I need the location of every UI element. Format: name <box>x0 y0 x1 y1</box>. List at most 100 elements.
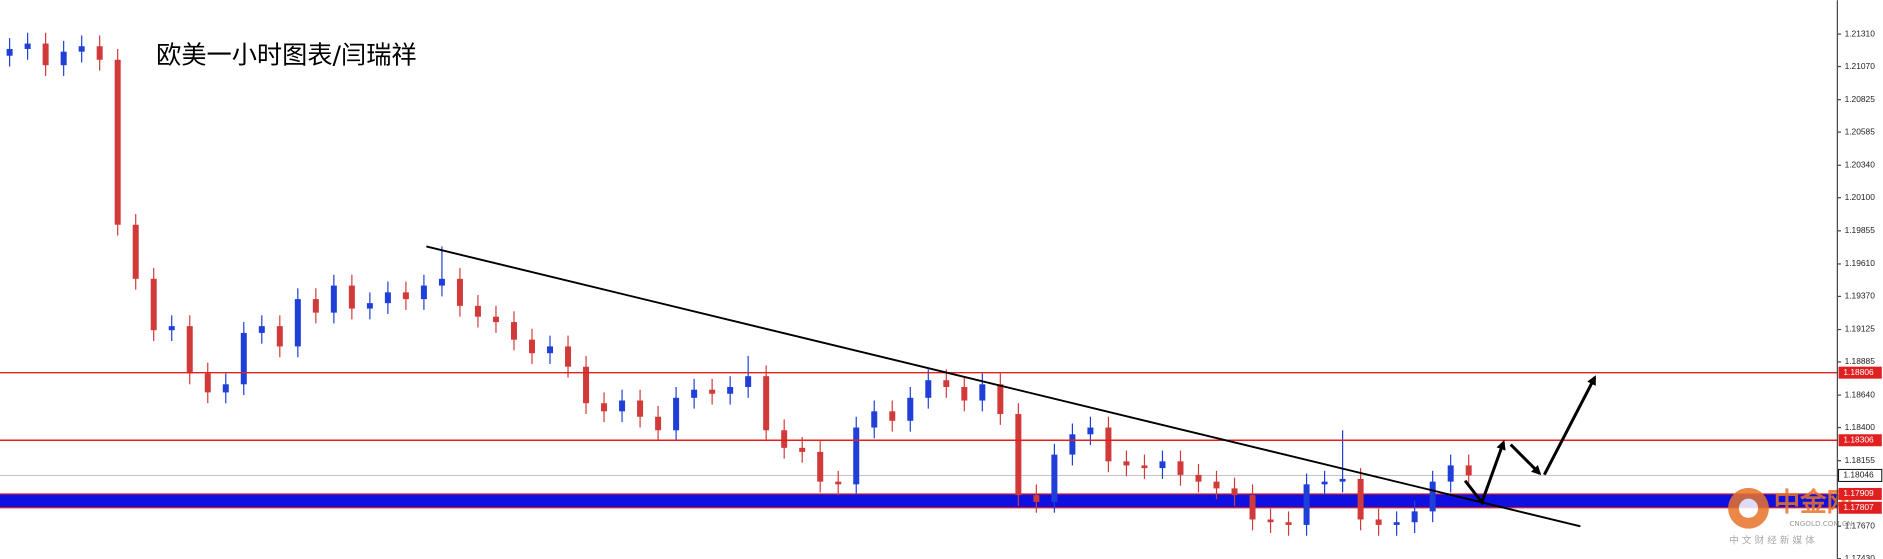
candle-body <box>1141 465 1148 469</box>
candle-body <box>1087 427 1094 435</box>
candle-body <box>1213 481 1220 489</box>
candle-body <box>619 400 626 412</box>
y-tick-label: 1.18155 <box>1845 455 1876 465</box>
candle-body <box>1321 481 1328 485</box>
candle-body <box>547 346 554 354</box>
candle-body <box>132 224 139 279</box>
candle-body <box>60 51 67 66</box>
level-tag <box>1838 434 1882 447</box>
candle-body <box>655 416 662 431</box>
y-tick-label: 1.20100 <box>1845 192 1876 202</box>
candle-body <box>474 305 481 317</box>
y-tick-label: 1.20825 <box>1845 94 1876 104</box>
band-label: 1.17807 <box>1843 502 1874 512</box>
y-tick-label: 1.19370 <box>1845 291 1876 301</box>
candle-body <box>204 373 211 393</box>
candle-body <box>1123 461 1130 466</box>
candle-body <box>1339 478 1346 482</box>
candle-body <box>330 285 337 313</box>
candle-body <box>384 292 391 304</box>
candle-body <box>6 48 13 56</box>
candle-body <box>907 397 914 421</box>
candle-body <box>510 322 517 340</box>
candle-body <box>1411 511 1418 523</box>
candle-body <box>258 326 265 333</box>
candle-body <box>312 299 319 313</box>
band-label: 1.17909 <box>1843 488 1874 498</box>
candle-body <box>528 339 535 354</box>
candle-body <box>601 403 608 412</box>
trend-line <box>426 245 1581 528</box>
candle-body <box>1177 461 1184 475</box>
candle-body <box>1285 522 1292 525</box>
candle-body <box>997 384 1004 415</box>
candle-body <box>781 430 788 448</box>
candle-body <box>276 326 283 347</box>
candle-body <box>96 46 103 60</box>
forecast-arrow <box>1543 375 1597 476</box>
candle-body <box>835 481 842 485</box>
candle-body <box>1015 414 1022 496</box>
candle-body <box>799 447 806 452</box>
y-tick-label: 1.18640 <box>1845 389 1876 399</box>
y-tick-label: 1.17670 <box>1845 520 1876 530</box>
y-axis-labels: 1.21310 1.21070 1.20825 1.20585 1.20340 1.201… <box>1837 28 1883 559</box>
candle-body <box>1231 488 1238 496</box>
watermark-tagline: 中 文 财 经 新 媒 体 <box>1729 535 1815 547</box>
candle-body <box>1069 434 1076 455</box>
candle-body <box>348 285 355 309</box>
candle-body <box>240 332 247 385</box>
candle-body <box>1051 454 1058 502</box>
candle-body <box>1249 495 1256 520</box>
y-tick-label: 1.17430 <box>1845 553 1876 559</box>
candle-body <box>1033 495 1040 502</box>
forecast-arrow <box>1509 443 1542 476</box>
candle-body <box>402 292 409 300</box>
candle-body <box>438 278 445 286</box>
candle-body <box>456 278 463 306</box>
y-tick-label: 1.19855 <box>1845 225 1876 235</box>
level-label: 1.18806 <box>1843 367 1874 377</box>
watermark-site: CNGOLD.COM.CN <box>1789 519 1852 528</box>
candle-body <box>186 326 193 374</box>
candle-body <box>691 389 698 398</box>
candle-body <box>1195 474 1202 482</box>
candle-body <box>637 400 644 417</box>
y-tick-label: 1.21070 <box>1845 61 1876 71</box>
candle-body <box>1303 484 1310 525</box>
candle-body <box>1375 519 1382 525</box>
candle-body <box>42 43 49 66</box>
plot-area <box>0 32 1838 536</box>
candle-body <box>1429 481 1436 512</box>
candle-body <box>1393 522 1400 525</box>
candle-body <box>294 299 301 347</box>
candle-body <box>1447 465 1454 482</box>
candle-body <box>763 376 770 431</box>
current-price-tag <box>1838 468 1883 482</box>
candle-body <box>817 451 824 482</box>
candle-body <box>114 59 121 225</box>
candle-body <box>673 397 680 431</box>
candle-body <box>222 384 229 393</box>
candle-body <box>583 366 590 404</box>
candle-body <box>709 389 716 394</box>
candle-body <box>168 326 175 331</box>
candle-body <box>1105 427 1112 462</box>
candle-body <box>565 346 572 367</box>
forecast-arrow <box>1463 439 1506 506</box>
y-tick-label: 1.19610 <box>1845 258 1876 268</box>
y-tick-label: 1.18885 <box>1845 356 1876 366</box>
candle-body <box>492 316 499 323</box>
level-tag <box>1838 366 1882 379</box>
candle-body <box>1267 519 1274 523</box>
level-label: 1.18306 <box>1843 434 1874 444</box>
candle-body <box>1159 461 1166 469</box>
candle-body <box>727 386 734 394</box>
chart-title: 欧美一小时图表/闫瑞祥 <box>156 41 417 70</box>
candle-body <box>420 285 427 300</box>
y-tick-label: 1.20340 <box>1845 159 1876 169</box>
candle-body <box>24 43 31 49</box>
candle-body <box>853 427 860 485</box>
